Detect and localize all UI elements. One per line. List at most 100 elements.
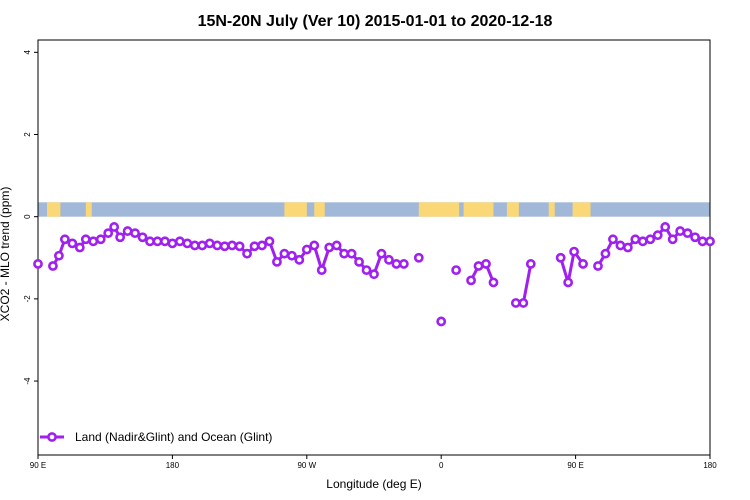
data-point xyxy=(518,298,529,308)
data-point xyxy=(697,236,708,247)
data-point xyxy=(272,256,282,267)
data-point xyxy=(257,240,267,251)
data-point xyxy=(569,246,580,257)
data-point xyxy=(33,259,43,269)
data-point xyxy=(525,259,536,269)
data-point xyxy=(637,236,648,247)
x-tick-label: 90 E xyxy=(30,461,46,470)
data-point xyxy=(182,238,193,249)
data-point xyxy=(384,254,394,265)
data-point xyxy=(54,250,64,261)
data-point xyxy=(227,240,238,251)
data-point xyxy=(615,240,626,251)
y-axis-label: XCO2 - MLO trend (ppm) xyxy=(0,187,12,322)
x-tick-label: 90 W xyxy=(297,461,316,470)
y-tick-label: -2 xyxy=(23,295,32,303)
data-point xyxy=(137,232,148,243)
data-point xyxy=(354,256,364,267)
data-point xyxy=(115,232,126,243)
data-point xyxy=(705,236,715,247)
series-line xyxy=(559,250,585,284)
data-point xyxy=(645,234,656,245)
data-point xyxy=(95,234,106,245)
data-point xyxy=(324,242,335,253)
data-point xyxy=(212,240,223,251)
land-patch xyxy=(548,202,555,217)
data-point xyxy=(122,226,133,236)
data-point xyxy=(294,254,305,265)
legend-marker xyxy=(47,432,57,442)
x-tick-label: 90 E xyxy=(567,461,583,470)
data-point xyxy=(369,269,379,280)
data-point xyxy=(398,259,409,269)
data-point xyxy=(451,265,462,275)
data-point xyxy=(130,228,140,239)
land-patch xyxy=(418,202,460,217)
data-point xyxy=(682,228,693,239)
y-tick-label: 2 xyxy=(23,132,32,137)
data-point xyxy=(361,265,372,275)
data-point xyxy=(622,242,633,253)
data-point xyxy=(145,236,155,247)
data-point xyxy=(152,236,163,247)
land-patch xyxy=(46,202,61,217)
y-tick-label: 4 xyxy=(23,50,32,55)
data-point xyxy=(74,242,85,253)
y-axis: -4 -2 0 2 4 xyxy=(23,50,38,385)
land-patch xyxy=(506,202,519,217)
data-point xyxy=(391,259,402,269)
data-point xyxy=(80,234,91,245)
x-tick-label: 0 xyxy=(439,461,444,470)
data-point xyxy=(473,261,484,271)
data-point xyxy=(174,236,185,247)
data-point xyxy=(563,277,574,288)
data-point xyxy=(413,252,424,263)
data-point xyxy=(667,234,678,245)
land-patch xyxy=(572,202,591,217)
data-point xyxy=(279,248,290,259)
data-point xyxy=(167,238,178,249)
data-point xyxy=(160,236,170,247)
series-line xyxy=(515,263,533,305)
data-point xyxy=(690,232,700,243)
legend: Land (Nadir&Glint) and Ocean (Glint) xyxy=(40,430,272,444)
data-point xyxy=(660,222,671,232)
data-point xyxy=(346,248,357,259)
data-point xyxy=(339,248,350,259)
y-tick-label: -4 xyxy=(23,377,32,385)
data-point xyxy=(88,236,99,247)
data-point xyxy=(608,234,618,245)
data-point xyxy=(249,241,260,252)
data-point xyxy=(331,240,342,251)
x-axis: 90 E 180 90 W 0 90 E 180 xyxy=(30,455,717,470)
data-point xyxy=(652,230,663,241)
land-patch xyxy=(284,202,307,217)
chart-title: 15N-20N July (Ver 10) 2015-01-01 to 2020… xyxy=(198,13,553,30)
data-point xyxy=(488,277,499,288)
land-ocean-strip xyxy=(38,202,710,217)
data-point xyxy=(48,261,58,271)
land-patch xyxy=(85,202,92,217)
plot-area xyxy=(37,39,711,456)
data-point xyxy=(301,244,312,255)
data-point xyxy=(510,298,521,308)
data-point xyxy=(286,250,297,261)
y-tick-label: 0 xyxy=(23,214,32,219)
data-point xyxy=(436,316,447,327)
data-point xyxy=(376,248,387,259)
data-point xyxy=(555,252,566,263)
data-point xyxy=(197,240,208,251)
data-point xyxy=(189,240,200,251)
ocean-band xyxy=(38,202,710,217)
data-point xyxy=(234,241,245,252)
data-point xyxy=(630,234,641,245)
land-patch xyxy=(314,202,325,217)
data-point xyxy=(67,238,78,249)
data-point xyxy=(264,236,275,247)
data-point xyxy=(204,238,215,249)
data-point xyxy=(219,241,230,252)
data-point xyxy=(578,259,588,269)
x-tick-label: 180 xyxy=(703,461,717,470)
land-patch xyxy=(463,202,494,217)
